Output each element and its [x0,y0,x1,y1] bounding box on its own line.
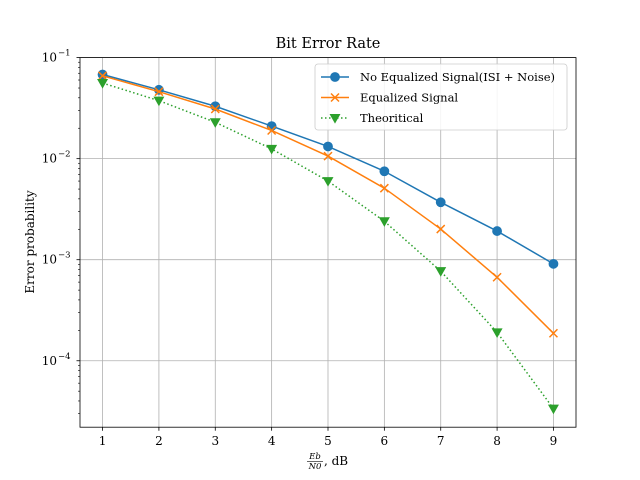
legend: No Equalized Signal(ISI + Noise) Equalize… [314,63,568,131]
y-tick-label-exponent: −4 [58,352,71,362]
data-point [379,183,389,193]
y-tick-label-exponent: −2 [58,150,71,160]
data-point [210,104,220,114]
x-tick-label: 4 [268,434,276,448]
x-tick-label: 6 [381,434,389,448]
data-point [492,272,502,282]
legend-marker [330,92,340,103]
data-point [323,141,333,152]
y-tick-label: 10 −1 [42,49,71,65]
legend-box [314,63,568,131]
data-point [97,69,108,80]
legend-marker [330,72,340,82]
series-layer [97,69,559,415]
x-axis-label: Eb N0 , dB [307,452,348,472]
y-tick-label-base: 10 [42,354,57,368]
series-3 [97,79,559,415]
x-tick-label: 9 [550,434,558,448]
data-point [153,96,165,107]
y-axis-ticks: 10−110−210−310−4 [42,49,80,414]
x-tick-label: 5 [324,434,332,448]
x-axis-label-unit: , dB [324,454,348,468]
data-point [323,151,333,161]
data-point [154,87,164,97]
x-tick-label: 2 [155,434,163,448]
y-tick-label-base: 10 [42,152,57,166]
legend-label: No Equalized Signal(ISI + Noise) [360,70,555,84]
x-axis-label-numerator: Eb [308,452,321,462]
data-point [209,118,221,128]
data-point [98,71,108,81]
data-point [548,258,559,269]
data-point [492,226,502,236]
y-axis-label: Error probability [23,190,37,294]
data-point [435,197,446,208]
x-tick-label: 3 [211,434,219,448]
y-tick-label-exponent: −1 [58,49,71,59]
legend-label: Equalized Signal [360,91,458,105]
y-tick-label: 10 −2 [42,150,71,166]
y-tick-label-base: 10 [42,253,57,267]
data-point [435,267,447,277]
legend-item: Theoritical [321,111,424,125]
y-tick-label: 10 −3 [42,251,71,267]
legend-marker [329,114,341,124]
x-tick-label: 8 [493,434,501,448]
legend-label: Theoritical [360,111,424,125]
x-tick-label: 7 [437,434,445,448]
x-axis-label-denominator: N0 [308,462,322,472]
y-tick-label-exponent: −3 [58,251,71,261]
data-point [322,177,334,187]
y-tick-label-base: 10 [42,51,57,65]
data-point [491,328,503,338]
legend-item: No Equalized Signal(ISI + Noise) [321,70,555,84]
data-point [436,224,446,234]
data-point [547,404,559,415]
x-tick-label: 1 [99,434,107,448]
data-point [97,79,109,89]
x-axis-ticks: 1 2 3 4 5 6 7 8 9 [99,427,558,448]
series-1 [97,69,559,269]
data-point [266,144,278,155]
data-point [378,217,390,227]
data-point [267,125,277,136]
data-point [379,166,390,177]
data-point [548,328,558,338]
legend-item: Equalized Signal [321,91,458,105]
series-2 [98,71,558,338]
y-tick-label: 10 −4 [42,352,71,368]
chart-title: Bit Error Rate [276,36,381,52]
